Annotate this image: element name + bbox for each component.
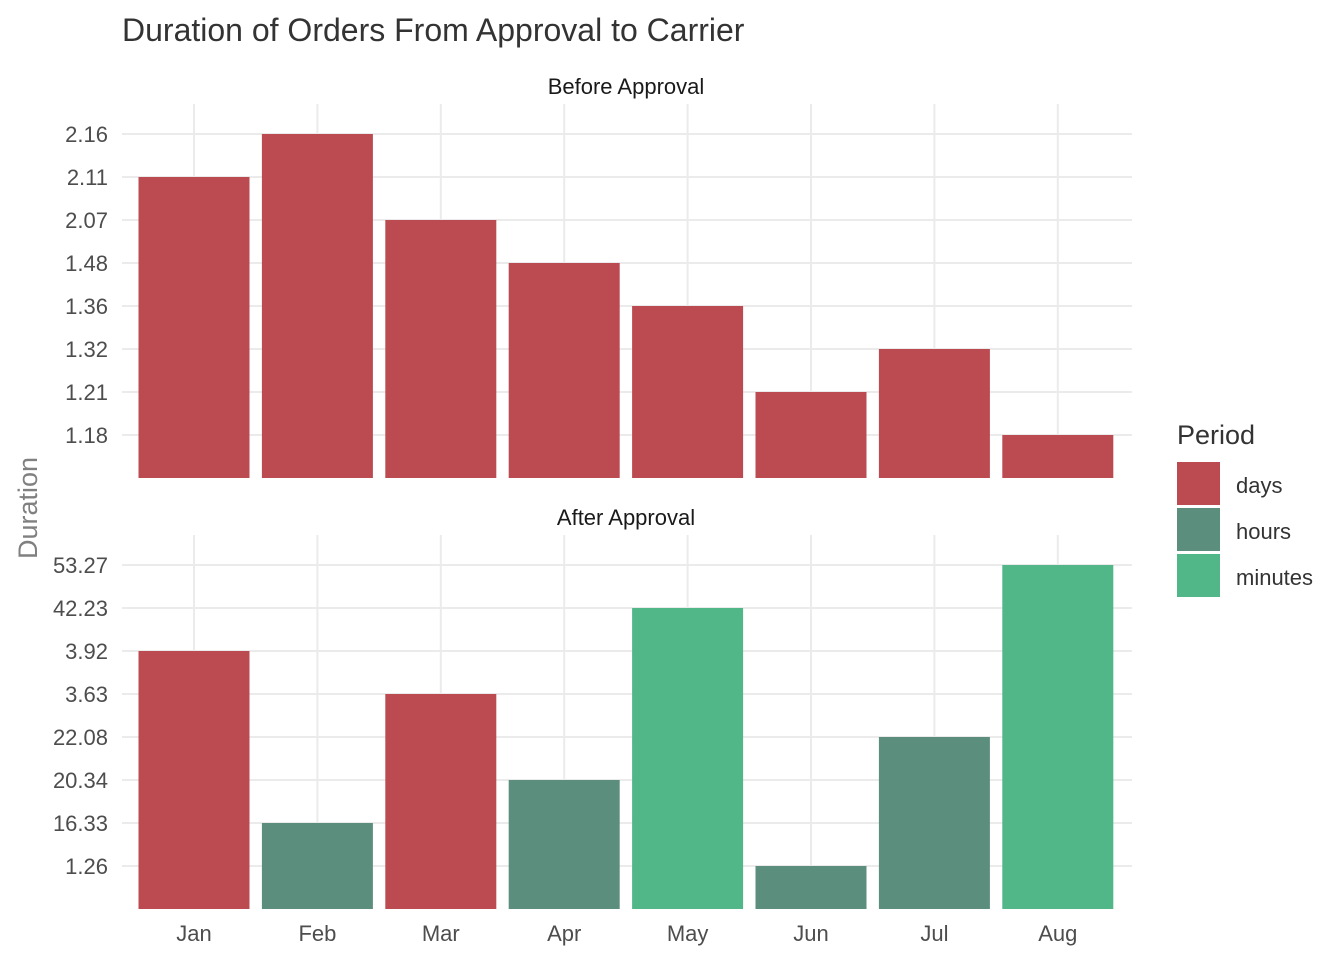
legend-label: hours [1236,519,1291,544]
panel-after-approval: After Approval 1.26 16.33 20.34 22.08 3.63 3.… [53,505,1132,909]
y-tick-label: 16.33 [53,811,108,836]
bar-mar [385,694,497,909]
legend-items: days hours minutes [1177,462,1313,597]
panel-strip-label: After Approval [557,505,695,530]
bar-mar [385,220,497,478]
legend: Period days hours minutes [1177,420,1313,597]
y-tick-label: 2.16 [65,122,108,147]
y-tick-label: 1.18 [65,423,108,448]
y-tick-label: 3.92 [65,639,108,664]
bar-aug [1002,565,1114,909]
y-axis: 1.26 16.33 20.34 22.08 3.63 3.92 42.23 53.27 [53,553,108,879]
legend-title: Period [1177,420,1255,450]
y-tick-label: 1.21 [65,380,108,405]
panel-before-approval: Before Approval 1.18 1.21 1.32 1.36 1.48 2.07… [65,74,1132,478]
x-tick-label: Apr [547,921,581,946]
bar-apr [508,263,620,478]
y-tick-label: 53.27 [53,553,108,578]
x-tick-label: Jun [793,921,828,946]
y-tick-label: 2.11 [67,165,108,190]
bar-may [632,306,744,478]
y-axis: 1.18 1.21 1.32 1.36 1.48 2.07 2.11 2.16 [65,122,108,448]
bar-feb [261,134,373,478]
x-axis: Jan Feb Mar Apr May Jun Jul Aug [176,921,1077,946]
legend-swatch-minutes [1177,554,1220,597]
bar-feb [261,823,373,909]
legend-swatch-days [1177,462,1220,505]
bar-apr [508,780,620,909]
x-tick-label: Jan [176,921,211,946]
legend-label: days [1236,473,1282,498]
y-tick-label: 1.48 [65,251,108,276]
bar-aug [1002,435,1114,478]
panel-strip-label: Before Approval [548,74,705,99]
x-tick-label: Mar [422,921,460,946]
y-axis-label: Duration [13,457,43,559]
bar-jan [138,651,250,909]
legend-swatch-hours [1177,508,1220,551]
bar-jul [878,737,990,909]
y-tick-label: 1.32 [65,337,108,362]
x-tick-label: Jul [920,921,948,946]
y-tick-label: 2.07 [65,208,108,233]
x-tick-label: Aug [1038,921,1077,946]
y-tick-label: 1.36 [65,294,108,319]
bar-jun [755,866,867,909]
bars [138,134,1114,478]
y-tick-label: 22.08 [53,725,108,750]
y-tick-label: 3.63 [65,682,108,707]
x-tick-label: May [667,921,709,946]
bars [138,565,1114,909]
chart-title: Duration of Orders From Approval to Carr… [122,12,745,48]
bar-may [632,608,744,909]
y-tick-label: 42.23 [53,596,108,621]
bar-jun [755,392,867,478]
y-tick-label: 1.26 [65,854,108,879]
legend-label: minutes [1236,565,1313,590]
bar-jan [138,177,250,478]
y-tick-label: 20.34 [53,768,108,793]
bar-jul [878,349,990,478]
x-tick-label: Feb [298,921,336,946]
